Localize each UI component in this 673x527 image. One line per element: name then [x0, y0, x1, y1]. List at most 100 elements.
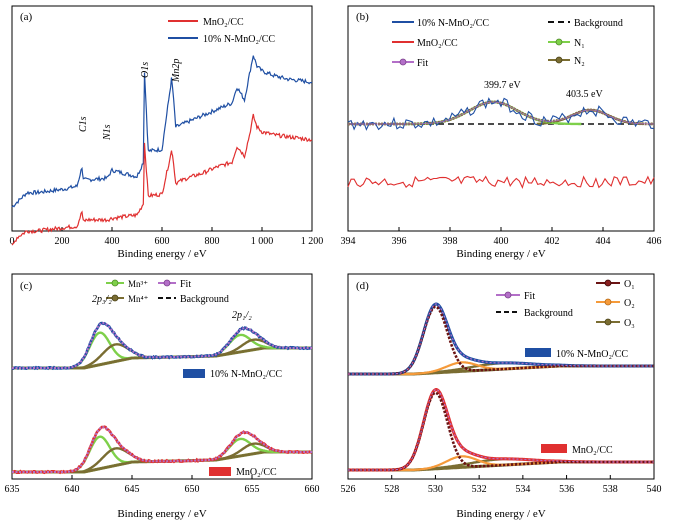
sample-d-blue-swatch — [525, 348, 551, 357]
d-top-experimental — [348, 302, 654, 376]
legend-c-mn3: Mn³⁺ — [128, 279, 148, 289]
annotation-399-7: 399.7 eV — [484, 80, 521, 91]
x-tick-label: 532 — [472, 484, 487, 495]
d-bottom-experimental — [348, 388, 654, 472]
panel-a-xlabel: Binding energy / eV — [117, 248, 206, 260]
panel-d-ticks: 526 528 530 532 534 536 538 540 — [341, 475, 662, 495]
peak-label-c1s: C1s — [78, 116, 89, 132]
x-tick-label: 0 — [10, 236, 15, 247]
legend-b-background: Background — [574, 18, 623, 29]
c-top-fit — [12, 322, 312, 369]
peak-label-2p32: 2p₃/₂ — [92, 294, 112, 305]
panel-c-plot — [11, 321, 313, 475]
panel-a-ticks: 0 200 400 600 800 1 000 1 200 — [10, 227, 324, 247]
sample-d-mno2: MnO₂/CC — [572, 445, 613, 456]
x-tick-label: 536 — [559, 484, 574, 495]
panel-d-label: (d) — [356, 280, 369, 292]
x-tick-label: 398 — [443, 236, 458, 247]
series-n-mno2-survey — [11, 55, 313, 208]
x-tick-label: 600 — [155, 236, 170, 247]
x-tick-label: 526 — [341, 484, 356, 495]
panel-b-xlabel: Binding energy / eV — [456, 248, 545, 260]
c-bottom-experimental — [12, 425, 313, 475]
series-n-mno2-n1s — [347, 97, 655, 131]
legend-c-mn4-marker — [111, 294, 119, 302]
x-tick-label: 640 — [65, 484, 80, 495]
legend-a-nmno2: 10% N-MnO₂/CC — [203, 34, 275, 45]
legend-d-o2: O₂ — [624, 298, 635, 309]
legend-b-n2-marker — [555, 56, 563, 64]
c-top-experimental — [11, 321, 313, 371]
x-tick-label: 1 000 — [251, 236, 274, 247]
sample-c-red-swatch — [209, 467, 231, 476]
panel-d-plot — [348, 302, 654, 472]
x-tick-label: 396 — [392, 236, 407, 247]
x-tick-label: 655 — [245, 484, 260, 495]
series-mno2-n1s — [347, 175, 655, 190]
legend-d-o1: O₁ — [624, 279, 635, 290]
legend-c-fit: Fit — [180, 279, 191, 290]
sample-c-nmno2: 10% N-MnO₂/CC — [210, 369, 282, 380]
legend-d-o1-marker — [604, 279, 612, 287]
x-tick-label: 635 — [5, 484, 20, 495]
c-top-mn4-2p12 — [12, 338, 312, 370]
x-tick-label: 534 — [515, 484, 530, 495]
c-top-mn3-2p12 — [12, 333, 312, 370]
peak-label-mn2p: Mn2p — [171, 59, 182, 83]
legend-d-o2-marker — [604, 298, 612, 306]
legend-b-fit: Fit — [417, 58, 428, 69]
legend-d-o3: O₃ — [624, 318, 635, 329]
x-tick-label: 660 — [305, 484, 320, 495]
panel-a-plot — [11, 55, 313, 246]
x-tick-label: 402 — [545, 236, 560, 247]
legend-b-fit-marker — [399, 58, 407, 66]
legend-b-mno2: MnO₂/CC — [417, 38, 458, 49]
panel-c-xlabel: Binding energy / eV — [117, 508, 206, 520]
n1s-fit-line — [348, 101, 654, 125]
x-tick-label: 538 — [603, 484, 618, 495]
x-tick-label: 530 — [428, 484, 443, 495]
c-top-mn3-2p32 — [12, 331, 312, 370]
sample-d-red-swatch — [541, 444, 567, 453]
d-bottom-o1 — [348, 391, 654, 472]
d-top-fit — [348, 303, 654, 375]
series-mno2-survey — [11, 113, 313, 246]
sample-c-blue-swatch — [183, 369, 205, 378]
peak-label-o1s: O1s — [140, 62, 151, 78]
legend-c-fit-marker — [163, 279, 171, 287]
x-tick-label: 400 — [105, 236, 120, 247]
x-tick-label: 650 — [185, 484, 200, 495]
x-tick-label: 406 — [647, 236, 662, 247]
x-tick-label: 400 — [494, 236, 509, 247]
legend-d-o3-marker — [604, 318, 612, 326]
legend-d-fit-marker — [504, 291, 512, 299]
panel-b-plot — [347, 97, 655, 190]
x-tick-label: 404 — [596, 236, 611, 247]
x-tick-label: 200 — [55, 236, 70, 247]
x-tick-label: 645 — [125, 484, 140, 495]
panel-d-frame — [347, 273, 655, 480]
panel-c-ticks: 635 640 645 650 655 660 — [5, 475, 320, 495]
annotation-403-5: 403.5 eV — [566, 89, 603, 100]
panel-d-xlabel: Binding energy / eV — [456, 508, 545, 520]
panel-b-ticks: 394 396 398 400 402 404 406 — [341, 227, 662, 247]
legend-c-mn3-marker — [111, 279, 119, 287]
x-tick-label: 800 — [205, 236, 220, 247]
panel-c-frame — [11, 273, 313, 480]
legend-b-n2: N₂ — [574, 56, 585, 67]
x-tick-label: 1 200 — [301, 236, 324, 247]
x-tick-label: 540 — [647, 484, 662, 495]
d-bottom-fit — [348, 388, 654, 471]
x-tick-label: 394 — [341, 236, 356, 247]
legend-b-nmno2: 10% N-MnO₂/CC — [417, 18, 489, 29]
legend-a-mno2: MnO₂/CC — [203, 17, 244, 28]
legend-c-background: Background — [180, 294, 229, 305]
peak-label-n1s: N1s — [102, 124, 113, 141]
sample-c-mno2: MnO₂/CC — [236, 467, 277, 478]
legend-b-n1: N₁ — [574, 38, 585, 49]
legend-b-n1-marker — [555, 38, 563, 46]
panel-b-label: (b) — [356, 11, 369, 23]
c-bottom-fit — [12, 426, 312, 473]
legend-c-mn4: Mn⁴⁺ — [128, 294, 149, 304]
